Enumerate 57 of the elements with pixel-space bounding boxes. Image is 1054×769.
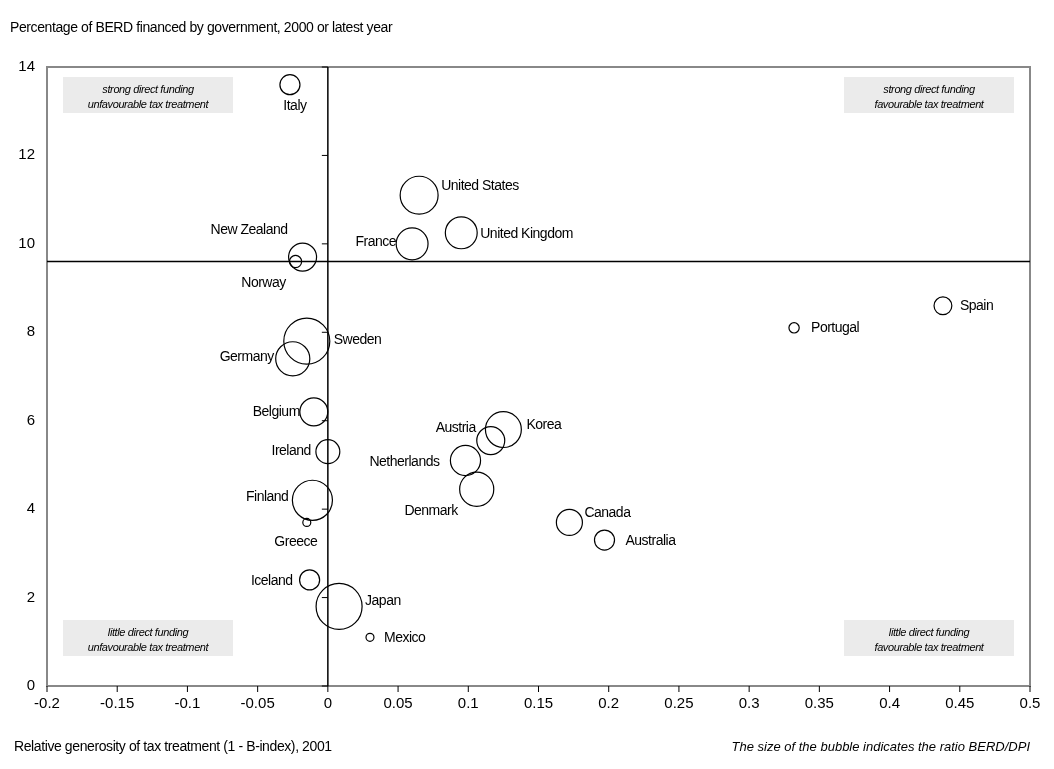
- annotation: Ireland: [271, 442, 311, 459]
- y-tick-label: 4: [26, 499, 35, 517]
- annotation: Austria: [435, 419, 477, 436]
- x-tick-label: 0.1: [457, 694, 479, 711]
- annotation: Spain: [959, 297, 994, 314]
- annotation: United Kingdom: [480, 224, 573, 241]
- y-axis-title: Percentage of BERD financed by government, 2000 or latest year: [10, 19, 393, 35]
- y-tick-label: 8: [26, 322, 35, 340]
- x-tick-label: -0.1: [174, 694, 201, 711]
- y-tick-label: 10: [18, 233, 35, 251]
- annotation: Sweden: [333, 330, 382, 347]
- annotation: Korea: [526, 416, 562, 433]
- x-tick-label: 0.25: [664, 694, 694, 711]
- x-tick-label: 0.2: [598, 694, 620, 711]
- annotation: United States: [441, 176, 520, 193]
- y-tick-label: 2: [26, 587, 35, 605]
- x-tick-label: 0.35: [804, 694, 834, 711]
- x-tick-label: -0.05: [240, 694, 275, 711]
- annotation: little direct funding favourable tax treatment: [874, 625, 985, 653]
- y-tick-label: 12: [18, 145, 35, 163]
- annotation: Italy: [283, 97, 308, 114]
- y-tick-label: 0: [26, 675, 35, 693]
- annotation: Norway: [241, 274, 287, 291]
- annotation: Japan: [365, 592, 401, 609]
- annotation: strong direct funding favourable tax treatment: [874, 82, 985, 110]
- text: The size of the bubble indicates the ratio BERD/DPI: [731, 739, 1031, 754]
- x-tick-label: 0.45: [945, 694, 975, 711]
- annotation: Iceland: [250, 571, 293, 588]
- x-axis-title: Relative generosity of tax treatment (1 - B-index), 2001: [14, 738, 333, 754]
- quadrant-note-box: strong direct funding favourable tax treatment: [844, 77, 1014, 113]
- annotation: Portugal: [811, 318, 860, 335]
- annotation: Germany: [219, 347, 275, 364]
- quadrant-note-box: strong direct funding unfavourable tax treatment: [63, 77, 233, 113]
- x-tick-label: 0: [323, 694, 333, 711]
- quadrant-note-box: little direct funding unfavourable tax treatment: [63, 620, 233, 656]
- annotation: Australia: [625, 531, 677, 548]
- annotation: little direct funding unfavourable tax treatment: [87, 625, 210, 653]
- x-tick-label: 0.3: [738, 694, 760, 711]
- annotation: Netherlands: [369, 453, 440, 470]
- annotation: Greece: [274, 533, 318, 550]
- annotation: France: [355, 232, 397, 249]
- x-tick-label: 0.5: [1019, 694, 1041, 711]
- annotation: Belgium: [252, 402, 300, 419]
- annotation: New Zealand: [210, 220, 288, 237]
- annotation: Canada: [584, 504, 632, 521]
- x-tick-label: -0.15: [100, 694, 135, 711]
- x-tick-label: -0.2: [34, 694, 60, 711]
- x-tick-label: 0.05: [383, 694, 413, 711]
- quadrant-note-box: little direct funding favourable tax treatment: [844, 620, 1014, 656]
- x-tick-label: 0.15: [523, 694, 554, 711]
- annotation: Denmark: [404, 501, 460, 518]
- y-tick-label: 6: [26, 410, 35, 428]
- x-tick-label: 0.4: [879, 694, 900, 711]
- y-tick-label: 14: [18, 56, 35, 74]
- annotation: Finland: [245, 488, 289, 504]
- annotation: strong direct funding unfavourable tax treatment: [87, 82, 210, 110]
- annotation: Mexico: [383, 629, 427, 646]
